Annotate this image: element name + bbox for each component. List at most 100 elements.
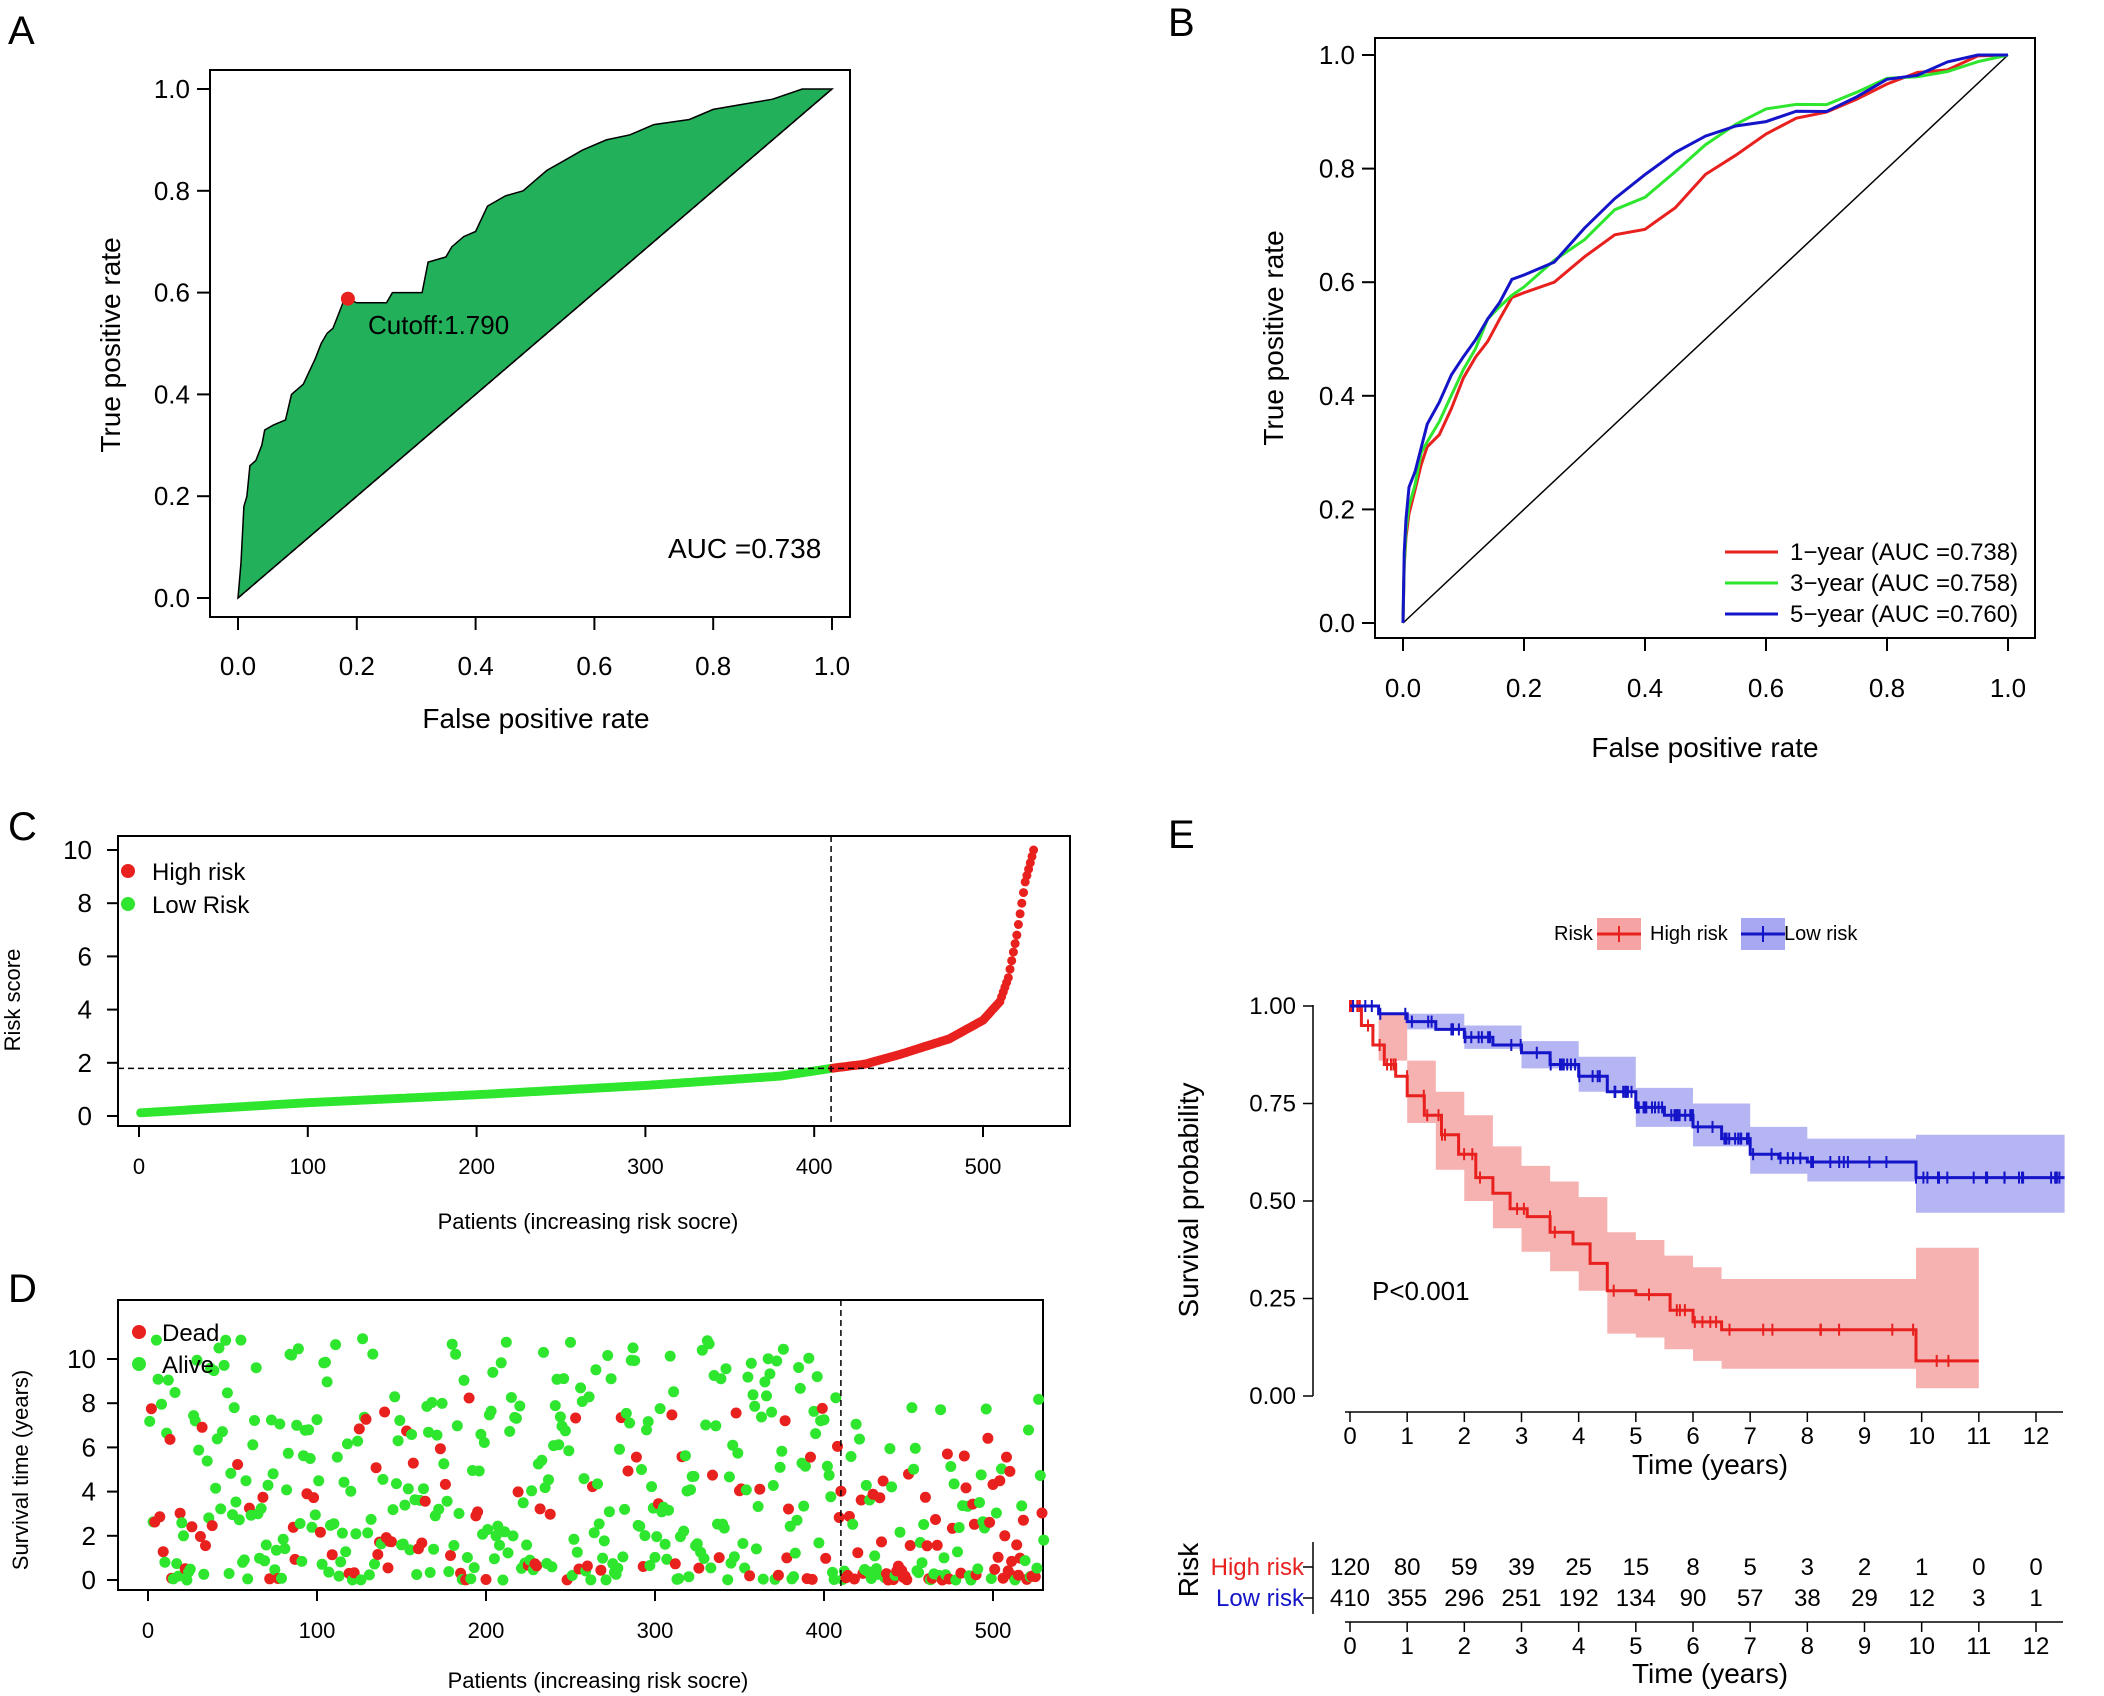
patient-point <box>776 1445 788 1457</box>
patient-point <box>387 1504 399 1516</box>
risk-table-cell: 57 <box>1737 1585 1764 1612</box>
y-tick-label: 0 <box>78 1101 92 1131</box>
patient-point <box>798 1500 810 1512</box>
patient-point <box>754 1483 766 1495</box>
patient-point <box>277 1533 289 1545</box>
patient-point <box>788 1571 800 1583</box>
diagonal-reference-line <box>237 88 833 599</box>
panel-c-letter: C <box>8 805 37 849</box>
panel-e-axes: 0.000.250.500.751.000 1 2 3 4 5 6 7 8 9 10 11 12 <box>1249 993 2049 1450</box>
patient-point <box>431 1429 443 1441</box>
patient-point <box>764 1368 776 1380</box>
patient-point <box>208 1365 220 1377</box>
patient-point <box>144 1415 156 1427</box>
risk-table-x-tick-label: 5 <box>1629 1633 1642 1660</box>
patient-point <box>931 1539 943 1551</box>
panel-a-frame <box>209 69 851 618</box>
patient-point <box>720 1363 732 1375</box>
risk-table-cell: 39 <box>1508 1554 1535 1581</box>
y-tick-label: 0.0 <box>1319 608 1355 638</box>
roc-curve-series-1 <box>1401 53 2009 624</box>
patient-point <box>145 1403 157 1415</box>
patient-point <box>718 1522 730 1534</box>
x-tick-label: 200 <box>458 1154 495 1179</box>
y-tick-label: 0.2 <box>154 481 190 511</box>
y-tick-label: 6 <box>78 941 92 971</box>
legend-dot-high-risk <box>121 864 135 878</box>
patient-point <box>404 1544 416 1556</box>
patient-point <box>169 1387 181 1398</box>
patient-point <box>693 1562 705 1574</box>
patient-point <box>703 1338 715 1350</box>
patient-point <box>200 1540 211 1552</box>
patient-point <box>363 1569 375 1581</box>
risk-table-cell: 8 <box>1686 1554 1699 1581</box>
patient-point <box>901 1574 913 1586</box>
risk-point <box>1007 956 1017 966</box>
patient-point <box>909 1442 921 1454</box>
patient-point <box>436 1397 448 1409</box>
patient-point <box>1019 1555 1031 1567</box>
patient-point <box>249 1415 260 1426</box>
risk-point <box>1015 909 1025 919</box>
patient-point <box>772 1569 784 1581</box>
patient-point <box>445 1550 456 1561</box>
patient-point <box>172 1570 184 1582</box>
risk-table-cell: 134 <box>1616 1585 1656 1612</box>
risk-table-cell: 410 <box>1330 1585 1370 1612</box>
patient-point <box>482 1524 494 1535</box>
patient-point <box>876 1536 887 1548</box>
patient-point <box>996 1463 1007 1475</box>
patient-point <box>233 1514 245 1526</box>
risk-table-row-label-low: Low risk <box>1216 1585 1305 1612</box>
patient-point <box>700 1419 712 1431</box>
y-tick-label: 0 <box>82 1565 96 1595</box>
patient-point <box>309 1509 321 1521</box>
panel-d-letter: D <box>8 1267 37 1311</box>
legend-dot-alive <box>132 1357 146 1371</box>
patient-point <box>816 1402 828 1414</box>
risk-table-cell: 1 <box>2029 1585 2042 1612</box>
patient-point <box>855 1494 867 1506</box>
diagonal-reference-line <box>1402 54 2009 624</box>
legend-dot-dead <box>132 1325 146 1339</box>
patient-point <box>722 1574 734 1586</box>
patient-point <box>777 1343 789 1355</box>
patient-point <box>321 1376 333 1388</box>
patient-point <box>605 1373 617 1385</box>
patient-point <box>570 1412 582 1424</box>
patient-point <box>794 1382 806 1394</box>
patient-point <box>830 1392 842 1404</box>
patient-point <box>1001 1451 1012 1463</box>
risk-table-cell: 29 <box>1851 1585 1878 1612</box>
x-tick-label: 0 <box>142 1618 154 1643</box>
patient-point <box>198 1568 210 1580</box>
patient-point <box>894 1526 906 1538</box>
x-tick-label: 0.8 <box>1869 673 1905 703</box>
patient-point <box>505 1392 517 1403</box>
patient-point <box>980 1403 992 1415</box>
patient-point <box>622 1465 634 1477</box>
patient-point <box>499 1526 511 1538</box>
patient-point <box>558 1373 570 1385</box>
risk-table-cell: 12 <box>1908 1585 1935 1612</box>
x-tick-label: 0.0 <box>220 651 256 681</box>
patient-point <box>423 1426 434 1438</box>
risk-table-cell: 192 <box>1559 1585 1599 1612</box>
x-tick-label: 7 <box>1743 1423 1756 1450</box>
patient-point <box>389 1391 401 1403</box>
patient-point <box>316 1558 328 1570</box>
patient-point <box>974 1497 985 1508</box>
patient-point <box>707 1469 718 1481</box>
y-tick-label: 0.6 <box>154 278 190 308</box>
patient-point <box>468 1562 480 1574</box>
panel-d-plot-area <box>144 1300 1050 1590</box>
patient-point <box>446 1338 458 1350</box>
patient-point <box>276 1572 287 1584</box>
patient-point <box>152 1373 164 1385</box>
risk-point <box>1008 947 1018 957</box>
y-tick-label: 8 <box>78 888 92 918</box>
patient-point <box>636 1464 647 1475</box>
